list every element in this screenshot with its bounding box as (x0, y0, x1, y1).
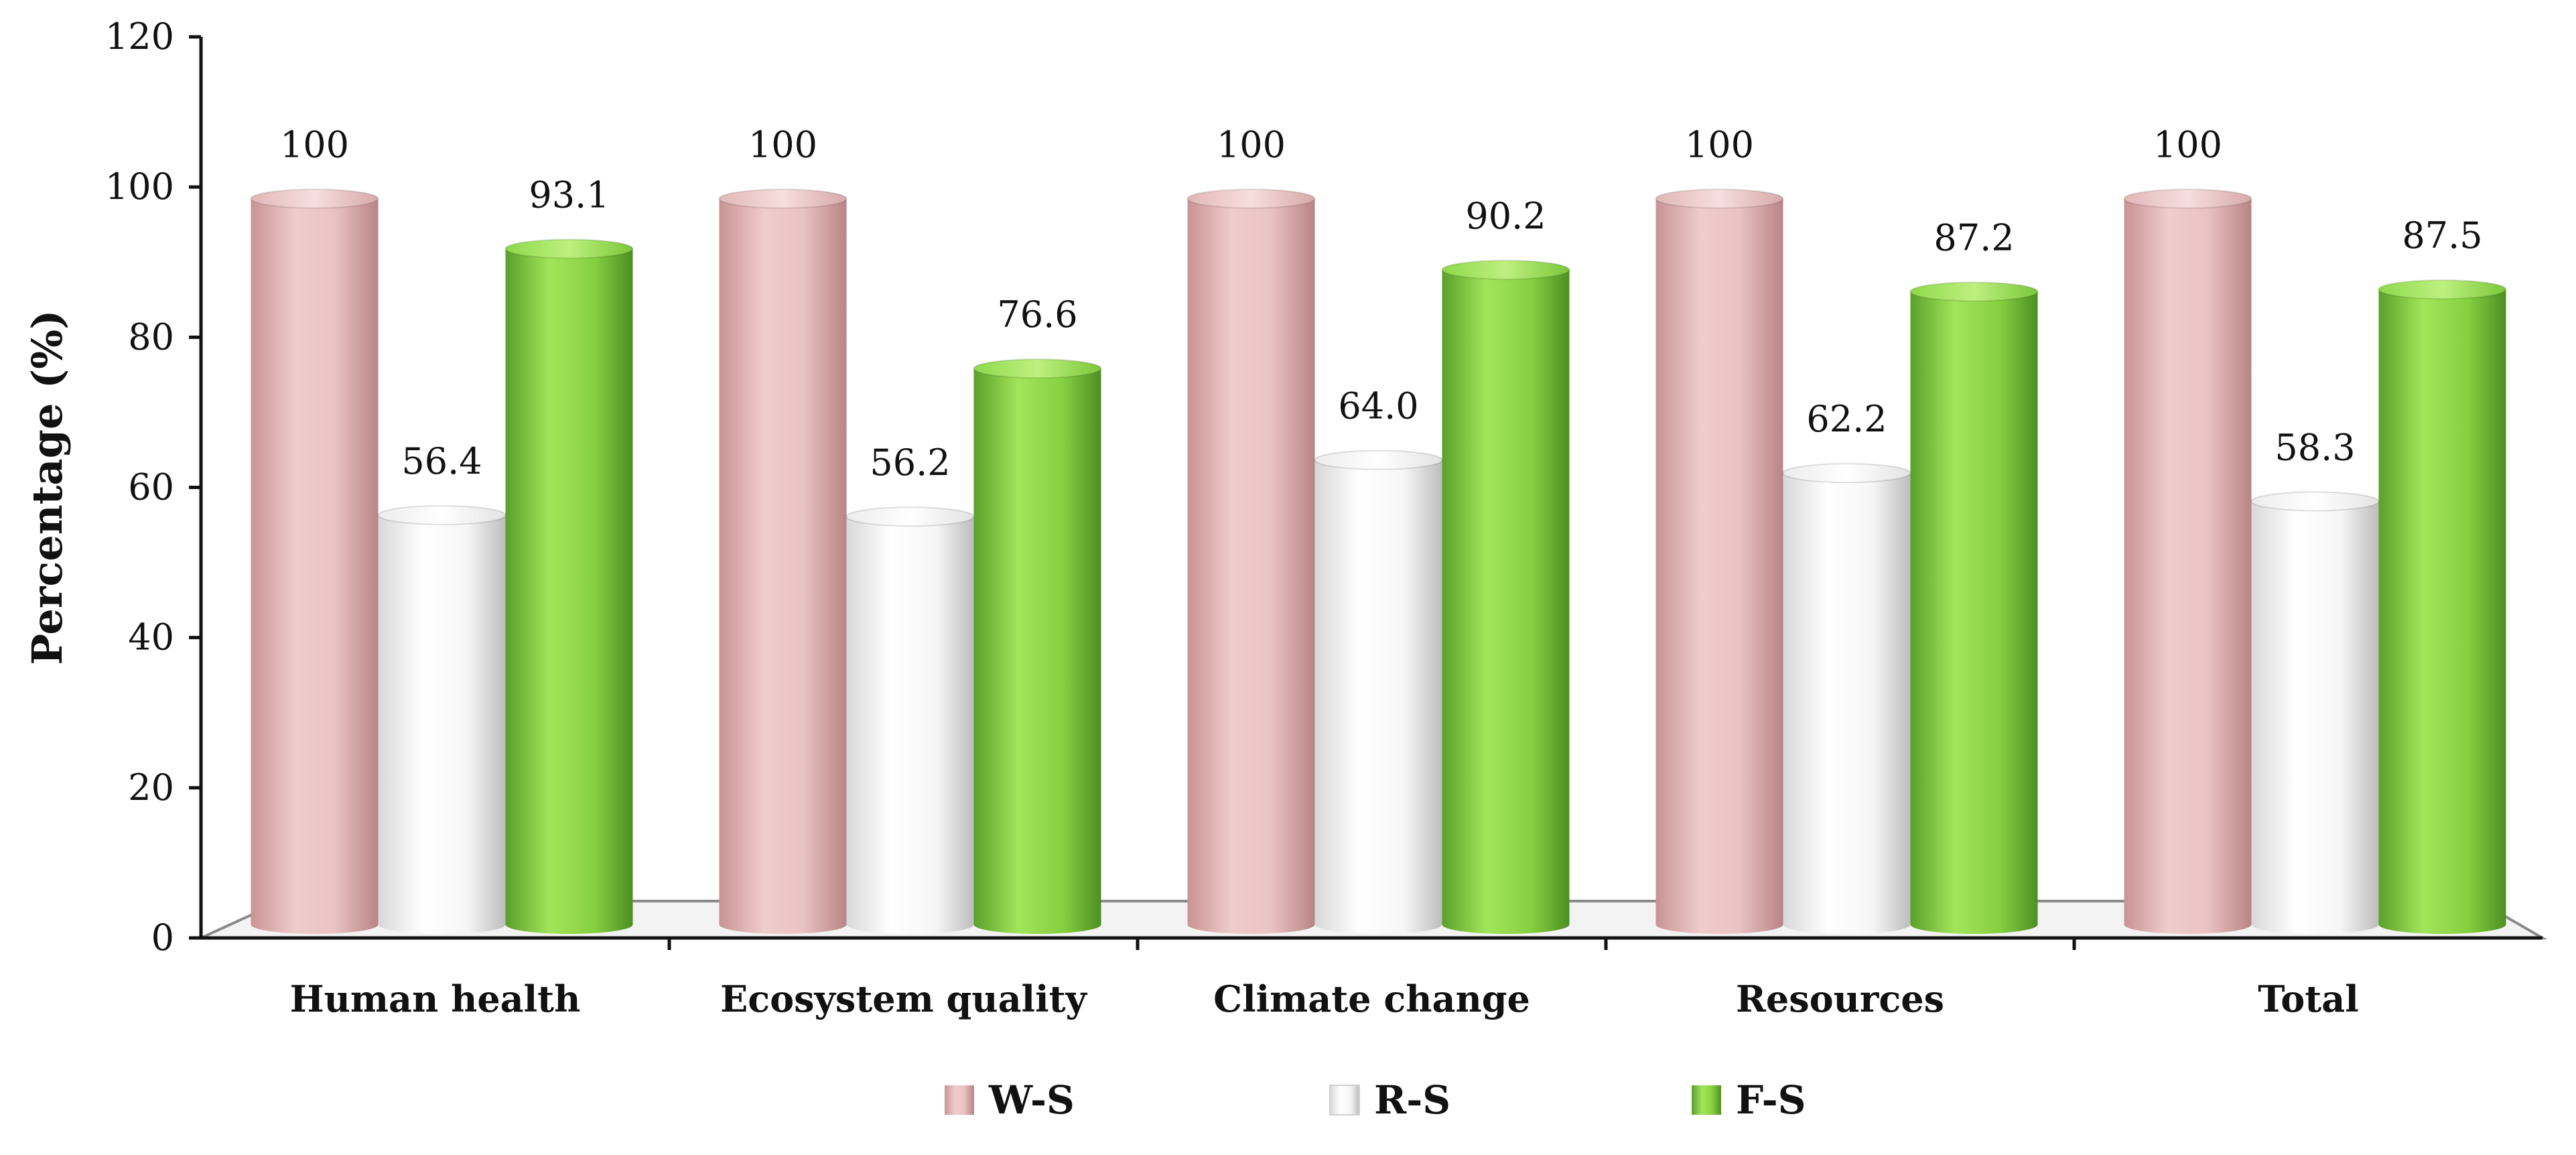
bar-base (505, 915, 633, 934)
legend-item-r-s[interactable]: R-S (1329, 1077, 1450, 1123)
bar-w-s-1 (718, 188, 848, 934)
bar-base (1314, 915, 1442, 934)
data-label-w-s: 100 (1217, 124, 1286, 166)
bar-base (1910, 915, 2038, 934)
bar-base (251, 915, 379, 934)
data-label-r-s: 62.2 (1806, 398, 1887, 440)
bar-body (2251, 501, 2379, 925)
bar-r-s-3 (1782, 463, 1911, 934)
bar-body (973, 368, 1101, 925)
data-label-f-s: 93.1 (529, 174, 609, 216)
bar-r-s-0 (377, 505, 506, 934)
legend-label: W-S (988, 1077, 1075, 1123)
bar-top (1314, 450, 1443, 470)
data-label-r-s: 56.2 (870, 441, 950, 484)
bar-f-s-2 (1441, 259, 1570, 934)
y-tick-label: 60 (128, 466, 174, 508)
bar-top (845, 506, 975, 527)
y-tick-label: 120 (105, 15, 174, 58)
bar-body (1910, 291, 2038, 925)
data-label-w-s: 100 (2153, 124, 2222, 166)
y-tick-label: 40 (128, 616, 174, 659)
data-label-w-s: 100 (748, 124, 817, 166)
bar-base (2124, 915, 2252, 934)
bar-top (1655, 188, 1784, 209)
bar-body (505, 249, 633, 925)
bar-f-s-3 (1909, 281, 2039, 934)
data-label-f-s: 76.6 (997, 293, 1077, 336)
bar-body (846, 517, 974, 925)
bar-body (1655, 198, 1783, 925)
legend-item-f-s[interactable]: F-S (1692, 1077, 1806, 1123)
bar-f-s-0 (504, 239, 634, 934)
data-label-r-s: 58.3 (2275, 426, 2355, 468)
data-label-w-s: 100 (1685, 124, 1754, 166)
bar-r-s-1 (845, 506, 975, 934)
bar-base (1442, 915, 1570, 934)
bar-w-s-2 (1187, 188, 1316, 934)
bar-w-s-3 (1655, 188, 1784, 934)
bar-body (719, 198, 847, 925)
bar-base (2251, 915, 2379, 934)
bar-body (1442, 269, 1570, 925)
bar-body (1187, 198, 1315, 925)
y-tick-label: 100 (105, 165, 174, 208)
legend-item-w-s[interactable]: W-S (945, 1077, 1075, 1123)
bar-base (1187, 915, 1315, 934)
bar-base (719, 915, 847, 934)
y-tick-label: 80 (128, 316, 174, 358)
bar-body (1783, 473, 1911, 925)
bar-r-s-2 (1314, 450, 1443, 934)
x-tick-label: Human health (290, 977, 581, 1020)
bar-base (2378, 915, 2506, 934)
data-label-r-s: 56.4 (401, 440, 482, 482)
bar-body (378, 515, 506, 925)
legend-label: F-S (1736, 1077, 1806, 1123)
y-axis-title: Percentage (%) (23, 310, 72, 665)
bar-top (250, 188, 379, 209)
bar-top (1187, 188, 1316, 209)
bar-base (1783, 915, 1911, 934)
bar-body (1314, 460, 1442, 925)
x-tick-label: Ecosystem quality (720, 977, 1087, 1020)
legend-label: R-S (1374, 1077, 1450, 1123)
bar-top (504, 239, 634, 259)
bar-top (718, 188, 848, 209)
bar-top (973, 358, 1102, 379)
legend-swatch (945, 1085, 974, 1115)
data-label-w-s: 100 (280, 124, 349, 166)
bar-w-s-4 (2123, 188, 2252, 934)
bar-top (2123, 188, 2252, 209)
bar-top (2378, 279, 2507, 300)
bar-top (2250, 491, 2380, 512)
bar-body (251, 198, 379, 925)
bar-f-s-4 (2378, 279, 2507, 934)
bar-top (1441, 259, 1570, 280)
bar-base (846, 915, 974, 934)
x-tick-label: Climate change (1213, 977, 1530, 1020)
bar-top (1782, 463, 1911, 484)
y-tick-label: 0 (151, 916, 174, 959)
x-tick-label: Resources (1736, 977, 1944, 1020)
bar-top (377, 505, 506, 525)
bar-base (1655, 915, 1783, 934)
bar-base (973, 915, 1101, 934)
data-label-f-s: 87.2 (1934, 216, 2014, 259)
data-label-r-s: 64.0 (1338, 385, 1418, 427)
data-label-f-s: 87.5 (2402, 214, 2482, 257)
legend-swatch (1329, 1085, 1360, 1115)
bar-f-s-1 (973, 358, 1102, 934)
y-tick-label: 20 (128, 766, 174, 809)
bar-w-s-0 (250, 188, 379, 934)
x-tick-label: Total (2258, 977, 2358, 1020)
data-label-f-s: 90.2 (1465, 195, 1546, 237)
legend-swatch (1692, 1085, 1721, 1115)
bar-body (2378, 289, 2506, 925)
bar-body (2124, 198, 2252, 925)
bar-base (378, 915, 506, 934)
bar-top (1909, 281, 2039, 302)
bar-r-s-4 (2250, 491, 2380, 934)
